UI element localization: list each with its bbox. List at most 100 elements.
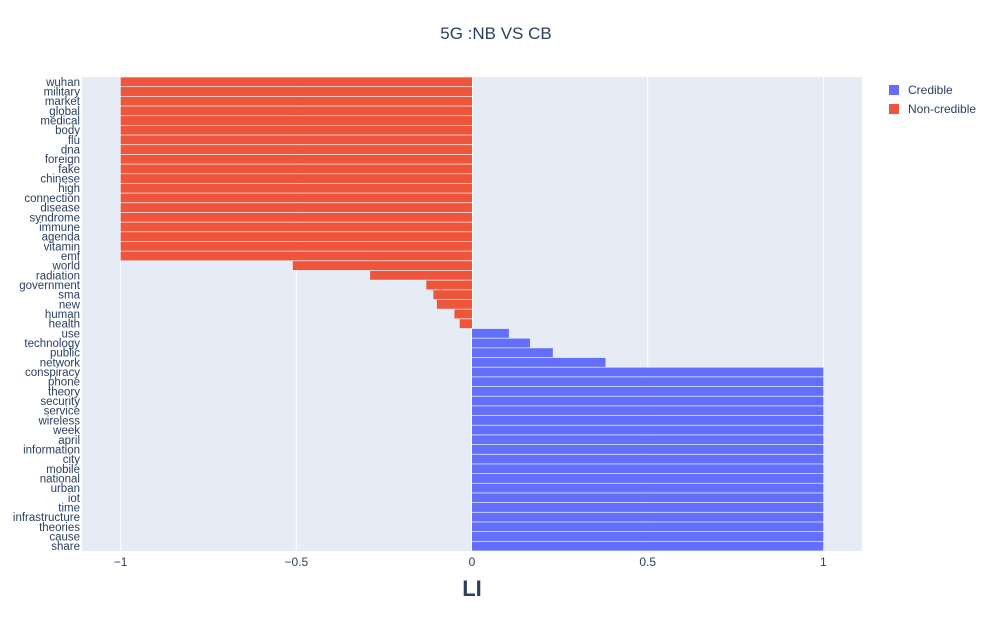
- y-tick-label: vitamin: [44, 241, 80, 253]
- bar-infrastructure: [472, 512, 824, 522]
- y-tick-label: share: [51, 541, 80, 553]
- bar-disease: [120, 203, 472, 213]
- y-tick-label: military: [44, 87, 81, 99]
- y-tick-label: high: [58, 183, 80, 195]
- bar-vitamin: [120, 241, 472, 251]
- bar-body: [120, 125, 472, 135]
- legend: Credible Non-credible: [889, 83, 976, 116]
- bar-fake: [120, 164, 472, 174]
- bar-high: [120, 183, 472, 193]
- y-tick-label: time: [58, 502, 80, 514]
- bar-network: [472, 357, 606, 367]
- bar-medical: [120, 116, 472, 125]
- y-tick-label: connection: [24, 193, 80, 205]
- bar-april: [472, 435, 824, 445]
- legend-item[interactable]: Non-credible: [889, 102, 976, 116]
- y-tick-label: iot: [68, 493, 81, 505]
- x-axis-title: LI: [462, 576, 482, 601]
- y-tick-label: urban: [51, 483, 80, 495]
- bars: [120, 77, 824, 551]
- x-tick-label: −1: [114, 555, 128, 569]
- x-tick-labels: −1 −0.5 0 0.5 1: [114, 555, 827, 569]
- bar-foreign: [120, 154, 472, 164]
- y-tick-label: human: [45, 309, 80, 321]
- bar-emf: [120, 251, 472, 261]
- legend-swatch: [889, 104, 899, 114]
- y-tick-label: chinese: [40, 174, 80, 186]
- y-tick-label: theory: [48, 386, 80, 398]
- bar-theories: [472, 522, 824, 532]
- y-tick-label: immune: [39, 222, 80, 234]
- bar-technology: [472, 338, 530, 348]
- chart-title: 5G :NB VS CB: [440, 24, 551, 43]
- y-tick-label: security: [40, 396, 80, 408]
- x-tick-label: −0.5: [284, 555, 308, 569]
- bar-public: [472, 348, 553, 358]
- bar-information: [472, 444, 824, 454]
- y-tick-label: health: [49, 319, 80, 331]
- y-tick-label: wuhan: [45, 77, 80, 89]
- y-tick-label: mobile: [46, 464, 80, 476]
- y-tick-label: service: [44, 406, 80, 418]
- bar-chinese: [120, 174, 472, 184]
- y-tick-label: week: [52, 425, 80, 437]
- y-tick-label: use: [61, 328, 80, 340]
- bar-national: [472, 473, 824, 483]
- bar-city: [472, 454, 824, 464]
- y-tick-label: public: [50, 348, 80, 360]
- bar-market: [120, 96, 472, 106]
- y-tick-label: body: [55, 125, 80, 137]
- bar-health: [459, 319, 472, 329]
- bar-world: [292, 261, 472, 271]
- bar-iot: [472, 493, 824, 503]
- legend-label: Credible: [908, 83, 953, 97]
- legend-item[interactable]: Credible: [889, 83, 953, 97]
- y-tick-label: dna: [61, 145, 81, 157]
- y-tick-label: new: [59, 299, 81, 311]
- bar-cause: [472, 532, 824, 541]
- y-tick-label: sma: [58, 290, 80, 302]
- bar-flu: [120, 135, 472, 145]
- y-tick-label: technology: [24, 338, 80, 350]
- y-tick-label: emf: [61, 251, 81, 263]
- bar-global: [120, 106, 472, 116]
- bar-use: [472, 328, 509, 338]
- y-tick-label: phone: [48, 377, 80, 389]
- y-tick-labels: wuhanmilitarymarketglobalmedicalbodyflud…: [13, 77, 81, 553]
- y-tick-label: agenda: [42, 232, 81, 244]
- bar-conspiracy: [472, 367, 824, 377]
- bar-phone: [472, 377, 824, 387]
- bar-dna: [120, 145, 472, 155]
- bar-urban: [472, 483, 824, 493]
- bar-human: [454, 309, 472, 319]
- y-tick-label: conspiracy: [25, 367, 80, 379]
- y-tick-label: theories: [39, 522, 80, 534]
- y-tick-label: information: [23, 444, 80, 456]
- bar-week: [472, 425, 824, 435]
- y-tick-label: market: [45, 96, 81, 108]
- bar-radiation: [370, 270, 472, 280]
- bar-security: [472, 396, 824, 406]
- bar-sma: [433, 290, 472, 300]
- y-tick-label: syndrome: [30, 212, 81, 224]
- bar-immune: [120, 222, 472, 232]
- x-tick-label: 0: [469, 555, 476, 569]
- legend-swatch: [889, 85, 899, 95]
- bar-government: [426, 280, 472, 290]
- bar-share: [472, 541, 824, 551]
- y-tick-label: world: [52, 261, 80, 273]
- y-tick-label: disease: [40, 203, 80, 215]
- bar-military: [120, 87, 472, 96]
- bar-wuhan: [120, 77, 472, 87]
- y-tick-label: cause: [49, 531, 80, 543]
- bar-wireless: [472, 415, 824, 425]
- legend-label: Non-credible: [908, 102, 976, 116]
- bar-theory: [472, 386, 824, 396]
- bar-connection: [120, 193, 472, 203]
- y-tick-label: radiation: [36, 270, 80, 282]
- y-tick-label: wireless: [37, 415, 80, 427]
- bar-time: [472, 503, 824, 512]
- y-tick-label: global: [49, 106, 80, 118]
